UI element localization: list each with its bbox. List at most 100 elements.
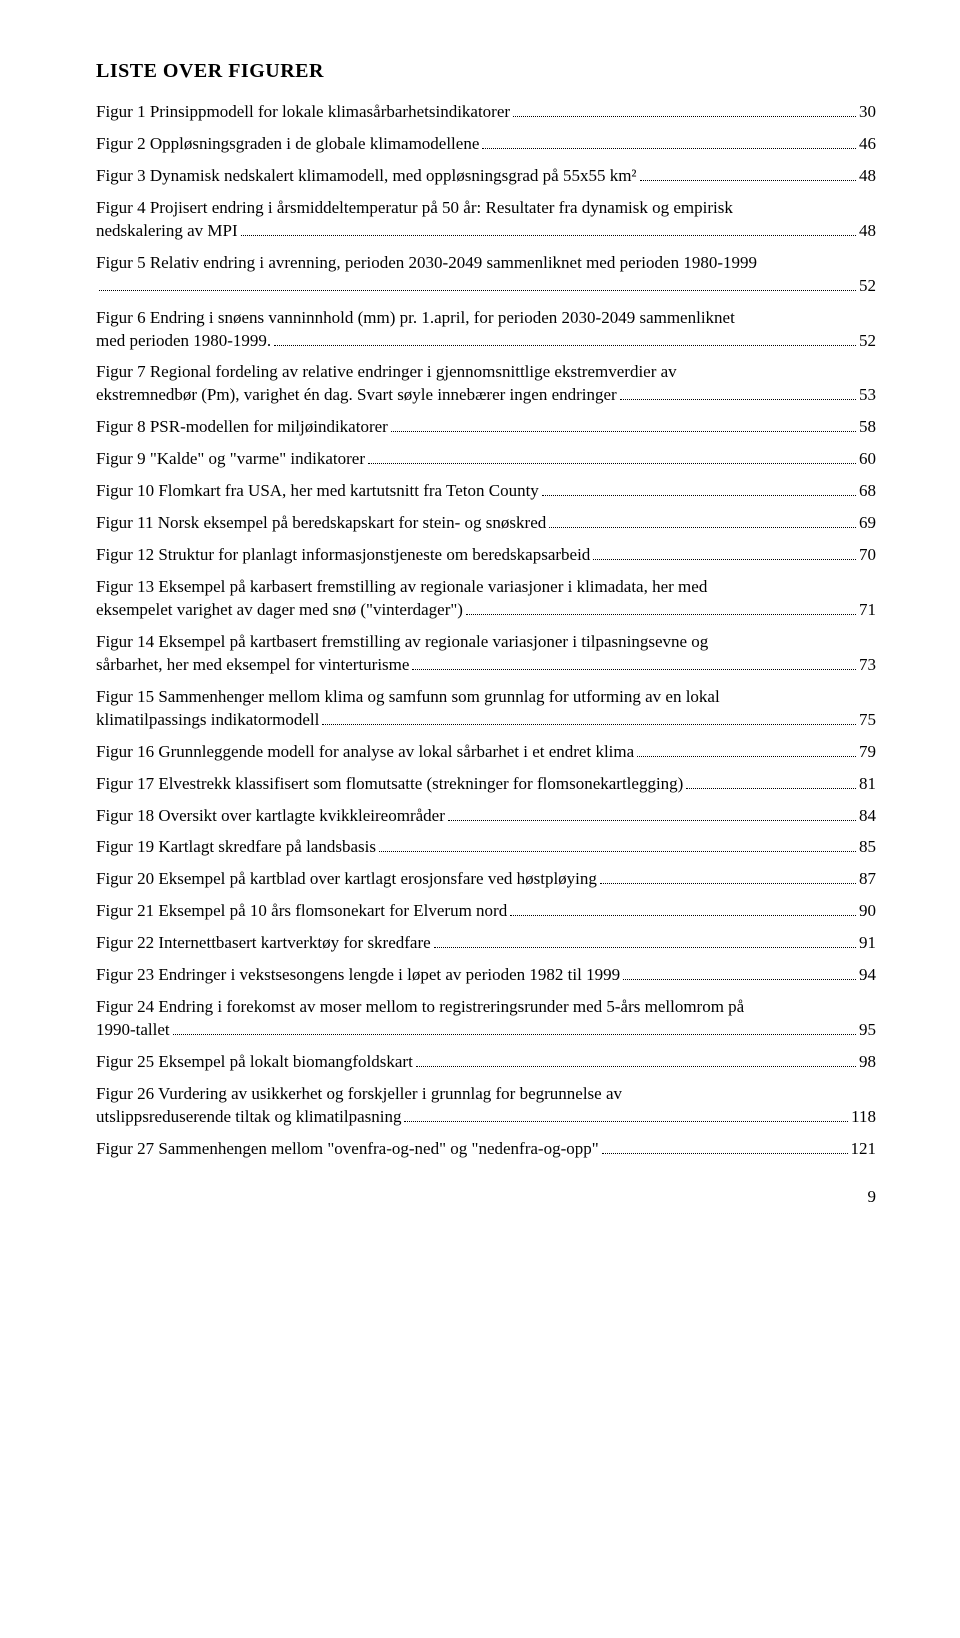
entry-page-number: 68	[859, 480, 876, 503]
entry-pretext: Figur 4 Projisert endring i årsmiddeltem…	[96, 197, 876, 220]
list-item: Figur 2 Oppløsningsgraden i de globale k…	[96, 133, 876, 156]
leader-dots	[602, 1143, 848, 1153]
leader-dots	[173, 1025, 856, 1035]
list-item: Figur 15 Sammenhenger mellom klima og sa…	[96, 686, 876, 732]
page-title: LISTE OVER FIGURER	[96, 60, 876, 83]
entry-tail-text: Figur 12 Struktur for planlagt informasj…	[96, 544, 590, 567]
entry-page-number: 81	[859, 773, 876, 796]
entry-last-line: sårbarhet, her med eksempel for vintertu…	[96, 654, 876, 677]
leader-dots	[466, 605, 856, 615]
entry-page-number: 91	[859, 932, 876, 955]
list-item: Figur 22 Internettbasert kartverktøy for…	[96, 932, 876, 955]
entry-tail-text: Figur 22 Internettbasert kartverktøy for…	[96, 932, 431, 955]
entry-last-line: eksempelet varighet av dager med snø ("v…	[96, 599, 876, 622]
entry-page-number: 79	[859, 741, 876, 764]
entry-pretext: Figur 7 Regional fordeling av relative e…	[96, 361, 876, 384]
entry-page-number: 85	[859, 836, 876, 859]
entry-tail-text: Figur 10 Flomkart fra USA, her med kartu…	[96, 480, 539, 503]
leader-dots	[322, 714, 856, 724]
entry-page-number: 48	[859, 165, 876, 188]
entry-last-line: Figur 20 Eksempel på kartblad over kartl…	[96, 868, 876, 891]
entry-tail-text: sårbarhet, her med eksempel for vintertu…	[96, 654, 409, 677]
entry-tail-text: med perioden 1980-1999.	[96, 330, 271, 353]
entry-pretext: Figur 14 Eksempel på kartbasert fremstil…	[96, 631, 876, 654]
leader-dots	[549, 518, 856, 528]
leader-dots	[637, 746, 856, 756]
entry-last-line: Figur 27 Sammenhengen mellom "ovenfra-og…	[96, 1138, 876, 1161]
entry-page-number: 71	[859, 599, 876, 622]
leader-dots	[640, 171, 856, 181]
leader-dots	[620, 390, 856, 400]
leader-dots	[448, 810, 856, 820]
list-item: Figur 20 Eksempel på kartblad over kartl…	[96, 868, 876, 891]
entry-last-line: Figur 23 Endringer i vekstsesongens leng…	[96, 964, 876, 987]
entry-last-line: med perioden 1980-1999.52	[96, 330, 876, 353]
entry-page-number: 75	[859, 709, 876, 732]
leader-dots	[482, 139, 856, 149]
entry-page-number: 58	[859, 416, 876, 439]
leader-dots	[623, 970, 856, 980]
entry-pretext: Figur 26 Vurdering av usikkerhet og fors…	[96, 1083, 876, 1106]
entry-page-number: 98	[859, 1051, 876, 1074]
entry-page-number: 73	[859, 654, 876, 677]
list-item: Figur 1 Prinsippmodell for lokale klimas…	[96, 101, 876, 124]
page-container: LISTE OVER FIGURER Figur 1 Prinsippmodel…	[0, 0, 960, 1247]
list-item: Figur 4 Projisert endring i årsmiddeltem…	[96, 197, 876, 243]
entry-last-line: Figur 8 PSR-modellen for miljøindikatore…	[96, 416, 876, 439]
entry-last-line: nedskalering av MPI48	[96, 220, 876, 243]
entry-last-line: utslippsreduserende tiltak og klimatilpa…	[96, 1106, 876, 1129]
entry-tail-text: Figur 19 Kartlagt skredfare på landsbasi…	[96, 836, 376, 859]
entry-tail-text: Figur 1 Prinsippmodell for lokale klimas…	[96, 101, 510, 124]
entry-page-number: 95	[859, 1019, 876, 1042]
entry-tail-text: eksempelet varighet av dager med snø ("v…	[96, 599, 463, 622]
entry-tail-text: Figur 11 Norsk eksempel på beredskapskar…	[96, 512, 546, 535]
list-item: Figur 11 Norsk eksempel på beredskapskar…	[96, 512, 876, 535]
entry-page-number: 69	[859, 512, 876, 535]
entry-last-line: Figur 3 Dynamisk nedskalert klimamodell,…	[96, 165, 876, 188]
entry-page-number: 87	[859, 868, 876, 891]
entry-pretext: Figur 6 Endring i snøens vanninnhold (mm…	[96, 307, 876, 330]
list-item: Figur 10 Flomkart fra USA, her med kartu…	[96, 480, 876, 503]
entry-page-number: 90	[859, 900, 876, 923]
entry-page-number: 46	[859, 133, 876, 156]
entry-last-line: Figur 21 Eksempel på 10 års flomsonekart…	[96, 900, 876, 923]
entry-tail-text: Figur 16 Grunnleggende modell for analys…	[96, 741, 634, 764]
entry-page-number: 53	[859, 384, 876, 407]
list-item: Figur 8 PSR-modellen for miljøindikatore…	[96, 416, 876, 439]
leader-dots	[542, 486, 856, 496]
entry-last-line: 52	[96, 275, 876, 298]
entry-tail-text: Figur 9 "Kalde" og "varme" indikatorer	[96, 448, 365, 471]
entry-last-line: Figur 18 Oversikt over kartlagte kvikkle…	[96, 805, 876, 828]
list-item: Figur 23 Endringer i vekstsesongens leng…	[96, 964, 876, 987]
list-item: Figur 18 Oversikt over kartlagte kvikkle…	[96, 805, 876, 828]
entry-last-line: Figur 11 Norsk eksempel på beredskapskar…	[96, 512, 876, 535]
leader-dots	[404, 1112, 848, 1122]
footer-page-number: 9	[96, 1187, 876, 1207]
list-item: Figur 21 Eksempel på 10 års flomsonekart…	[96, 900, 876, 923]
leader-dots	[510, 906, 856, 916]
list-item: Figur 19 Kartlagt skredfare på landsbasi…	[96, 836, 876, 859]
leader-dots	[600, 874, 856, 884]
list-item: Figur 9 "Kalde" og "varme" indikatorer60	[96, 448, 876, 471]
list-item: Figur 25 Eksempel på lokalt biomangfolds…	[96, 1051, 876, 1074]
leader-dots	[412, 659, 856, 669]
entry-last-line: Figur 10 Flomkart fra USA, her med kartu…	[96, 480, 876, 503]
leader-dots	[434, 938, 856, 948]
entry-last-line: Figur 25 Eksempel på lokalt biomangfolds…	[96, 1051, 876, 1074]
entry-page-number: 84	[859, 805, 876, 828]
entry-tail-text: Figur 27 Sammenhengen mellom "ovenfra-og…	[96, 1138, 599, 1161]
entry-page-number: 48	[859, 220, 876, 243]
leader-dots	[379, 842, 856, 852]
entry-tail-text: Figur 25 Eksempel på lokalt biomangfolds…	[96, 1051, 413, 1074]
entry-pretext: Figur 15 Sammenhenger mellom klima og sa…	[96, 686, 876, 709]
entry-page-number: 118	[851, 1106, 876, 1129]
entry-page-number: 70	[859, 544, 876, 567]
leader-dots	[513, 107, 856, 117]
entry-tail-text: utslippsreduserende tiltak og klimatilpa…	[96, 1106, 401, 1129]
figure-list: Figur 1 Prinsippmodell for lokale klimas…	[96, 101, 876, 1161]
list-item: Figur 13 Eksempel på karbasert fremstill…	[96, 576, 876, 622]
entry-page-number: 121	[851, 1138, 877, 1161]
entry-last-line: Figur 12 Struktur for planlagt informasj…	[96, 544, 876, 567]
entry-pretext: Figur 5 Relativ endring i avrenning, per…	[96, 252, 876, 275]
entry-page-number: 30	[859, 101, 876, 124]
